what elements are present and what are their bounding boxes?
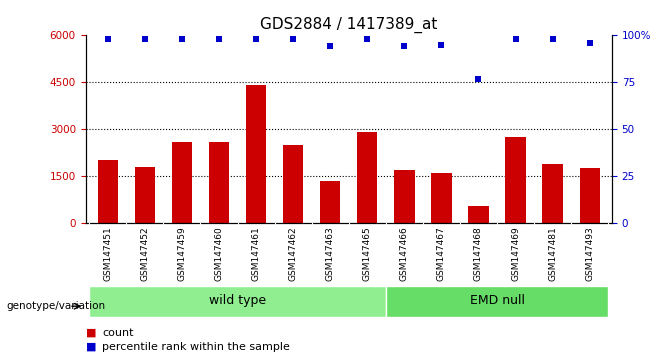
Point [547, 36, 558, 41]
Point [473, 76, 484, 82]
Point [362, 36, 372, 41]
Text: GSM147452: GSM147452 [140, 226, 149, 281]
Point [139, 36, 150, 41]
Point [584, 40, 595, 46]
Bar [97, 160, 118, 223]
Text: GSM147462: GSM147462 [289, 226, 297, 281]
Text: count: count [102, 328, 134, 338]
Bar [246, 85, 266, 223]
Text: GSM147463: GSM147463 [326, 226, 335, 281]
Bar [320, 181, 340, 223]
Bar [283, 145, 303, 223]
Text: GSM147493: GSM147493 [585, 226, 594, 281]
Bar [135, 167, 155, 223]
Text: GSM147465: GSM147465 [363, 226, 372, 281]
Title: GDS2884 / 1417389_at: GDS2884 / 1417389_at [260, 16, 438, 33]
Text: GSM147469: GSM147469 [511, 226, 520, 281]
Point [399, 44, 410, 49]
Bar [357, 132, 378, 223]
Point [288, 36, 298, 41]
Point [214, 36, 224, 41]
Bar [394, 170, 415, 223]
Bar [209, 142, 229, 223]
Bar [468, 206, 489, 223]
Point [103, 36, 113, 41]
Text: GSM147459: GSM147459 [178, 226, 186, 281]
Bar [542, 164, 563, 223]
FancyBboxPatch shape [89, 286, 386, 317]
FancyBboxPatch shape [386, 286, 608, 317]
Text: GSM147461: GSM147461 [251, 226, 261, 281]
Point [251, 36, 261, 41]
Text: ■: ■ [86, 328, 96, 338]
Text: percentile rank within the sample: percentile rank within the sample [102, 342, 290, 352]
Text: GSM147467: GSM147467 [437, 226, 446, 281]
Text: GSM147451: GSM147451 [103, 226, 113, 281]
Point [436, 42, 447, 47]
Text: GSM147481: GSM147481 [548, 226, 557, 281]
Point [325, 44, 336, 49]
Bar [431, 173, 451, 223]
Bar [580, 168, 600, 223]
Text: genotype/variation: genotype/variation [7, 301, 106, 311]
Point [176, 36, 187, 41]
Bar [172, 142, 192, 223]
Point [511, 36, 521, 41]
Text: GSM147468: GSM147468 [474, 226, 483, 281]
Bar [505, 137, 526, 223]
Text: EMD null: EMD null [470, 295, 524, 307]
Text: wild type: wild type [209, 295, 266, 307]
Text: ■: ■ [86, 342, 96, 352]
Text: GSM147460: GSM147460 [215, 226, 224, 281]
Text: GSM147466: GSM147466 [400, 226, 409, 281]
